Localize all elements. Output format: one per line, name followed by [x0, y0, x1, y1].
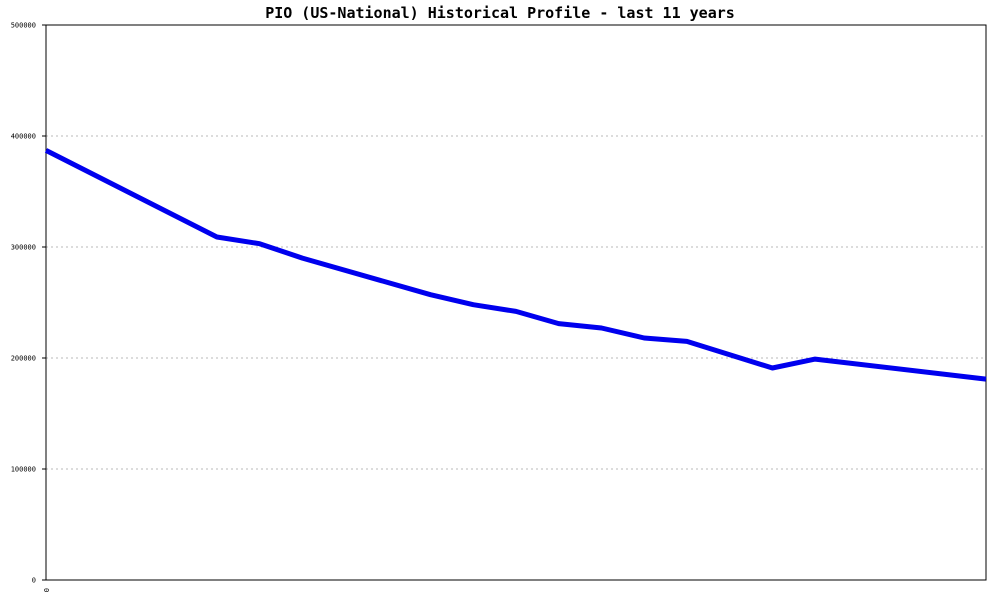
y-tick-label: 300000: [11, 244, 36, 252]
y-tick-label: 0: [32, 577, 36, 585]
y-tick-label: 200000: [11, 355, 36, 363]
y-tick-label: 400000: [11, 133, 36, 141]
series-group: [44, 148, 987, 382]
series-line: [44, 148, 987, 382]
plot-frame: [45, 24, 987, 581]
y-tick-label: 100000: [11, 466, 36, 474]
x-tick-label: 0: [42, 588, 50, 592]
grid-lines: [46, 24, 986, 470]
y-tick-label: 500000: [11, 22, 36, 30]
chart-title: PIO (US-National) Historical Profile - l…: [265, 4, 735, 22]
y-tick-labels: 0 100000 200000 300000 400000 500000: [11, 22, 46, 585]
x-tick-labels: 0: [42, 588, 50, 592]
